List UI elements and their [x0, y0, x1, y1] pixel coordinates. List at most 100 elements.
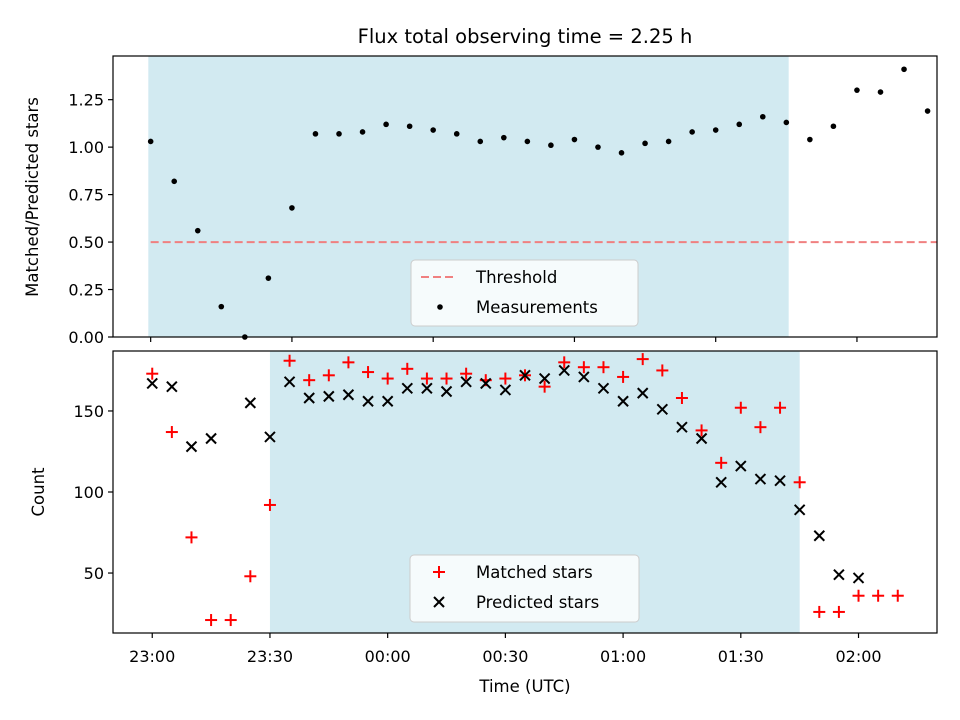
matched-star-point [656, 364, 669, 377]
measurement-point [147, 138, 154, 145]
measurement-point [453, 131, 460, 137]
predicted-star-point [264, 431, 276, 443]
measurement-point [312, 131, 319, 137]
predicted-star-point [617, 395, 629, 407]
measurement-point [524, 138, 531, 145]
predicted-star-point [421, 382, 433, 394]
top-y-tick-label: 0.25 [68, 281, 104, 300]
predicted-star-point [362, 395, 374, 407]
predicted-star-point [695, 432, 708, 445]
predicted-star-point [303, 392, 315, 404]
matched-star-point [263, 498, 276, 511]
matched-star-point [362, 366, 375, 379]
measurement-point [571, 136, 578, 143]
x-tick-label: 23:30 [247, 647, 293, 666]
top-panel: 0.00 0.25 0.50 0.75 1.00 1.25 Matched/Predict… [23, 55, 938, 347]
predicted-star-point [342, 389, 355, 401]
matched-star-point [440, 372, 453, 385]
measurement-point [901, 66, 907, 73]
measurement-point [642, 140, 648, 147]
legend-matched-label: Matched stars [476, 563, 593, 582]
matched-star-point [577, 361, 590, 374]
matched-star-point [852, 589, 865, 602]
predicted-star-point [793, 504, 806, 516]
measurement-point [501, 134, 507, 141]
measurement-point [783, 119, 790, 126]
matched-star-point [558, 356, 571, 369]
x-tick-label: 00:00 [365, 647, 411, 666]
matched-star-point [793, 476, 806, 489]
matched-star-point [244, 570, 257, 583]
measurement-point [736, 121, 743, 128]
matched-star-point [636, 353, 649, 366]
bottom-legend: Matched stars Predicted stars [409, 554, 640, 623]
matched-star-point [322, 369, 335, 382]
measurement-point [477, 138, 484, 145]
measurement-point [336, 131, 342, 137]
predicted-star-point [852, 572, 865, 584]
x-tick-label: 01:30 [718, 647, 764, 666]
matched-star-point [813, 605, 826, 618]
bottom-y-tick-label: 150 [73, 402, 104, 421]
measurement-point [194, 227, 201, 234]
bottom-y-axis-label: Count [29, 467, 48, 517]
bottom-legend-box [409, 554, 640, 623]
predicted-star-point [754, 473, 767, 485]
measurement-point [924, 108, 931, 114]
matched-star-point [381, 372, 394, 385]
measurement-point [830, 123, 837, 130]
predicted-star-point [676, 421, 688, 433]
predicted-star-point [558, 364, 570, 377]
matched-star-point [832, 605, 845, 618]
predicted-star-point [283, 376, 296, 388]
matched-star-point [420, 372, 433, 385]
matched-star-point [774, 401, 787, 414]
predicted-star-point [166, 380, 178, 393]
matched-star-point [401, 362, 414, 375]
measurement-point [665, 138, 672, 145]
matched-star-point [165, 426, 178, 439]
predicted-star-point [323, 390, 335, 403]
measurement-point [595, 144, 601, 150]
predicted-star-point [656, 403, 669, 416]
matched-star-point [734, 401, 747, 414]
predicted-star-point [637, 387, 649, 399]
top-axes-frame [112, 55, 938, 338]
x-tick-label: 01:00 [600, 647, 646, 666]
predicted-star-point [715, 476, 727, 488]
predicted-star-point [538, 372, 551, 385]
matched-star-point [342, 356, 355, 369]
matched-star-point [617, 370, 630, 383]
predicted-star-point [401, 382, 413, 394]
top-y-tick-label: 1.25 [68, 91, 104, 110]
predicted-star-point [205, 432, 217, 445]
predicted-star-point [578, 371, 590, 383]
matched-star-point [872, 589, 885, 602]
top-y-tick-label: 0.50 [68, 233, 104, 252]
matched-star-point [283, 354, 296, 367]
measurements-legend-swatch [437, 304, 443, 310]
top-y-tick-label: 1.00 [68, 138, 104, 157]
matched-star-point [303, 374, 316, 387]
top-y-tick-label: 0.00 [68, 328, 104, 347]
measurement-point [383, 121, 389, 128]
predicted-star-point [381, 395, 394, 407]
predicted-star-point [480, 377, 492, 390]
measurement-point [265, 275, 272, 281]
legend-measurements-label: Measurements [476, 298, 598, 317]
measurement-point [430, 127, 436, 133]
measurement-point [689, 129, 695, 135]
measurement-point [406, 123, 413, 130]
chart-title: Flux total observing time = 2.25 h [358, 25, 693, 48]
matched-star-point [224, 614, 237, 627]
measurement-point [618, 150, 625, 156]
predicted-star-point [244, 397, 257, 409]
predicted-star-point [774, 474, 786, 487]
top-legend-box [410, 259, 639, 327]
matched-star-point [146, 367, 159, 380]
predicted-star-point [146, 377, 158, 390]
matched-stars-legend-swatch [433, 566, 445, 578]
measurement-point [807, 136, 813, 143]
top-y-tick-label: 0.75 [68, 186, 104, 205]
